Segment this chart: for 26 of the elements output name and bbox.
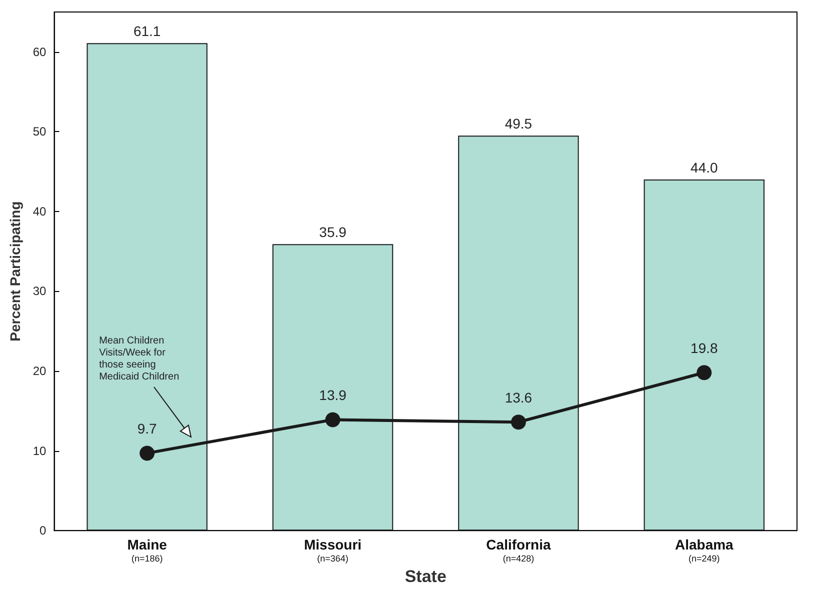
data-label: 49.5 <box>504 116 532 132</box>
x-tick-label: California (n=428) <box>486 536 551 564</box>
y-tick-label: 50 <box>32 124 47 139</box>
y-tick-label: 40 <box>32 204 47 218</box>
y-axis-title: Percent Participating <box>7 201 23 342</box>
y-tick-label: 10 <box>32 444 47 458</box>
data-label: 9.7 <box>137 420 158 437</box>
annotation: Mean Children Visits/Week for those seeing Medicaid Children <box>99 336 180 383</box>
point <box>140 446 155 461</box>
data-label: 35.9 <box>319 224 347 240</box>
y-tick-label: 0 <box>40 524 47 538</box>
data-label: 61.1 <box>133 23 161 40</box>
data-label: 44.0 <box>690 160 718 176</box>
x-tick-label: Maine (n=186) <box>127 536 168 564</box>
point <box>325 412 340 428</box>
data-label: 13.6 <box>504 390 532 406</box>
x-tick-label: Missouri (n=364) <box>304 536 362 564</box>
y-tick-label: 60 <box>32 44 47 59</box>
x-tick-label: Alabama (n=249) <box>674 536 734 564</box>
data-label: 19.8 <box>690 340 718 356</box>
point <box>510 414 526 430</box>
x-axis-title: State <box>404 567 446 586</box>
data-label: 13.9 <box>319 387 347 404</box>
y-tick-label: 30 <box>32 284 47 298</box>
y-tick-label: 20 <box>32 364 47 378</box>
point <box>696 365 712 380</box>
